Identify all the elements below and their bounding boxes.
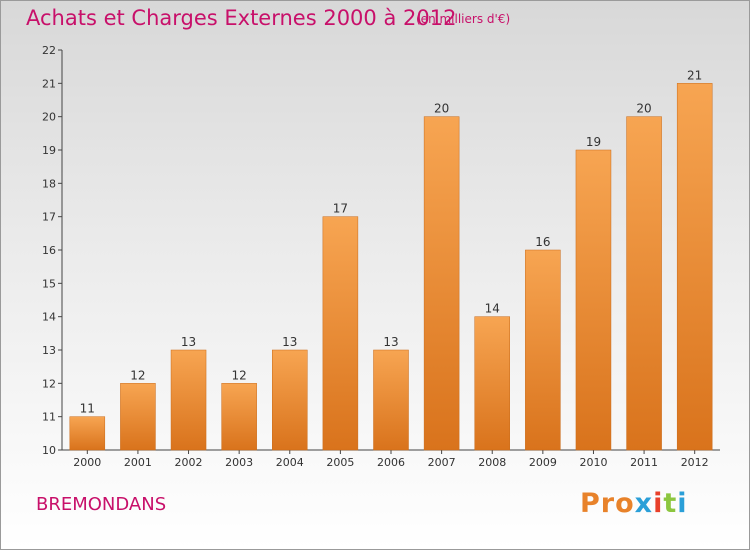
logo-part: x xyxy=(634,488,654,519)
proxiti-logo: Proxiti xyxy=(580,488,688,519)
x-tick-label: 2011 xyxy=(630,456,658,469)
x-tick-label: 2012 xyxy=(681,456,709,469)
bar-value-label: 17 xyxy=(333,202,348,216)
bar xyxy=(170,349,207,451)
bar-value-label: 13 xyxy=(181,335,196,349)
bar xyxy=(575,149,612,451)
y-tick-label: 12 xyxy=(42,377,56,390)
y-tick-label: 17 xyxy=(42,211,56,224)
y-tick-label: 16 xyxy=(42,244,56,257)
x-tick-label: 2009 xyxy=(529,456,557,469)
x-tick-label: 2006 xyxy=(377,456,405,469)
bar-value-label: 13 xyxy=(282,335,297,349)
x-tick-label: 2008 xyxy=(478,456,506,469)
logo-part: Pro xyxy=(580,488,635,519)
bar xyxy=(221,383,257,451)
y-tick-label: 10 xyxy=(42,444,56,457)
y-tick-label: 22 xyxy=(42,44,56,57)
logo-part: i xyxy=(653,488,664,519)
bar-value-label: 13 xyxy=(383,335,398,349)
x-tick-label: 2007 xyxy=(428,456,456,469)
bar-value-label: 12 xyxy=(130,368,145,382)
bar xyxy=(676,83,713,451)
x-tick-label: 2004 xyxy=(276,456,304,469)
y-tick-label: 20 xyxy=(42,111,56,124)
bar xyxy=(272,349,308,451)
x-tick-label: 2000 xyxy=(73,456,101,469)
x-tick-label: 2010 xyxy=(579,456,607,469)
y-tick-label: 15 xyxy=(42,277,56,290)
x-tick-label: 2005 xyxy=(326,456,354,469)
y-tick-label: 13 xyxy=(42,344,56,357)
bar-value-label: 11 xyxy=(80,402,95,416)
x-tick-label: 2002 xyxy=(175,456,203,469)
commune-name: BREMONDANS xyxy=(36,494,167,515)
y-tick-label: 19 xyxy=(42,144,56,157)
bar-value-label: 14 xyxy=(485,302,500,316)
y-tick-label: 14 xyxy=(42,311,56,324)
bar xyxy=(373,349,409,451)
bar xyxy=(474,316,510,451)
chart-title: Achats et Charges Externes 2000 à 2012 xyxy=(26,6,457,30)
x-tick-label: 2001 xyxy=(124,456,152,469)
logo-part: t xyxy=(663,488,678,519)
y-tick-label: 21 xyxy=(42,77,56,90)
bar xyxy=(626,116,662,451)
bar xyxy=(69,416,106,451)
bar-value-label: 19 xyxy=(586,135,601,149)
chart-unit: (en milliers d'€) xyxy=(416,12,511,26)
y-tick-label: 11 xyxy=(42,411,56,424)
bar-value-label: 20 xyxy=(434,102,449,116)
bar-value-label: 12 xyxy=(232,368,247,382)
y-tick-label: 18 xyxy=(42,177,56,190)
bar xyxy=(322,216,359,451)
logo-part: i xyxy=(677,488,688,519)
bar-value-label: 16 xyxy=(535,235,550,249)
bar xyxy=(120,383,156,451)
bar-value-label: 20 xyxy=(636,102,651,116)
bar xyxy=(423,116,460,451)
bar xyxy=(525,249,561,451)
bar-value-label: 21 xyxy=(687,68,702,82)
x-tick-label: 2003 xyxy=(225,456,253,469)
